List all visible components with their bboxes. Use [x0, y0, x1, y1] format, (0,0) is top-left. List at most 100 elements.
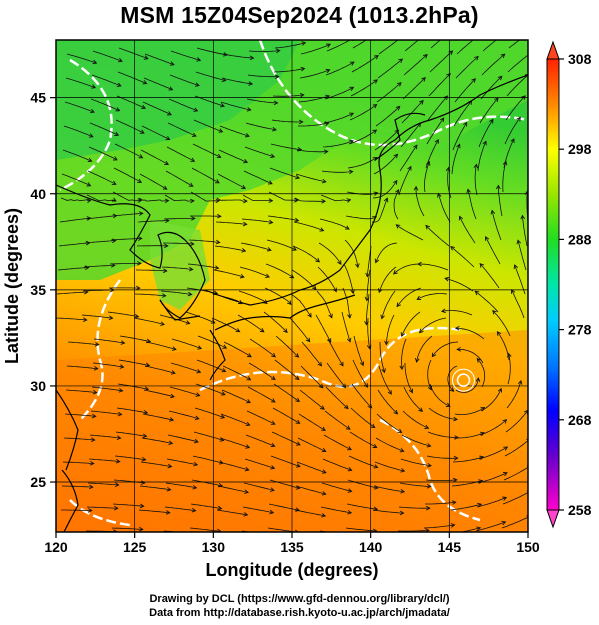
streamline-arrow [529, 312, 533, 316]
streamline [112, 503, 144, 507]
streamline [324, 410, 351, 430]
streamline-arrow [115, 458, 121, 464]
streamline [196, 47, 228, 56]
streamline-arrow [372, 443, 378, 448]
streamline [218, 149, 248, 163]
streamline [167, 434, 199, 443]
streamline [535, 335, 536, 366]
streamline-arrow [268, 198, 274, 203]
streamline [322, 140, 354, 148]
streamline [505, 95, 526, 121]
streamline [416, 335, 433, 362]
streamline [479, 263, 500, 289]
streamline-arrow [242, 221, 248, 227]
streamline-arrow [395, 105, 401, 111]
streamline [477, 141, 487, 172]
streamline-arrow [215, 179, 220, 184]
streamline-arrow [139, 526, 144, 532]
streamline-arrow [479, 455, 485, 461]
streamline-arrow [531, 168, 535, 172]
streamline [529, 168, 534, 198]
streamline [323, 434, 352, 450]
streamline-arrow [292, 246, 297, 251]
streamline [476, 358, 486, 388]
streamline [269, 167, 300, 179]
streamline-arrow [217, 505, 223, 511]
streamline [352, 359, 368, 388]
streamline [376, 82, 402, 103]
streamline-arrow [190, 157, 196, 162]
streamline-arrow [114, 482, 120, 488]
streamline [479, 419, 507, 436]
streamline [271, 431, 301, 446]
streamline-arrow [396, 82, 402, 87]
streamline [480, 76, 503, 100]
streamline [457, 348, 484, 364]
streamline-arrow [393, 409, 399, 415]
streamline-arrow [497, 387, 503, 393]
x-tick-label: 135 [280, 539, 304, 555]
streamline-arrow [137, 236, 143, 241]
streamline [242, 506, 274, 514]
streamline-arrow [502, 419, 508, 424]
streamline-arrow [392, 179, 398, 185]
streamline-arrow [113, 505, 119, 511]
streamline [248, 362, 276, 380]
streamline [319, 218, 350, 230]
streamline-arrow [243, 159, 249, 164]
streamline-arrow [497, 75, 503, 81]
streamline [454, 78, 476, 103]
streamline [275, 335, 299, 358]
streamline [299, 389, 325, 410]
streamline [86, 506, 118, 509]
streamline-arrow [492, 310, 497, 315]
y-axis-ticks: 25 30 35 40 45 [30, 90, 56, 490]
streamline-arrow [349, 61, 355, 66]
streamline-arrow [520, 214, 525, 220]
streamline-arrow [188, 182, 194, 187]
streamline-arrow [169, 417, 175, 422]
streamline [416, 293, 448, 300]
streamline [114, 143, 143, 159]
streamline [223, 341, 252, 358]
streamline [349, 104, 377, 121]
streamline [429, 50, 453, 73]
streamline [325, 61, 355, 76]
streamline [57, 267, 89, 271]
streamline-arrow [347, 313, 352, 319]
streamline-arrow [238, 299, 243, 305]
streamline-arrow [319, 227, 325, 232]
streamline [372, 509, 404, 514]
streamline-arrow [417, 261, 422, 267]
streamline [323, 112, 354, 124]
streamline-arrow [218, 128, 224, 133]
streamline [243, 170, 273, 185]
streamline-arrow [355, 263, 360, 269]
streamline-arrow [214, 265, 220, 270]
streamline [62, 485, 93, 488]
streamline-arrow [263, 299, 268, 304]
streamline-arrow [453, 455, 459, 461]
streamline-arrow [269, 487, 275, 492]
streamline-arrow [168, 440, 174, 446]
streamline [353, 335, 364, 366]
map-grid [55, 40, 529, 532]
streamline [376, 413, 402, 433]
streamline-arrow [324, 121, 330, 126]
streamline-arrow [170, 370, 176, 375]
streamline-arrow [448, 50, 454, 55]
streamline [141, 125, 170, 140]
streamline [115, 119, 145, 134]
streamline [248, 50, 280, 52]
streamline [347, 157, 377, 169]
streamline-arrow [94, 342, 100, 347]
streamline [375, 242, 398, 263]
streamline-arrow [439, 117, 445, 123]
streamline [188, 239, 220, 243]
streamline-arrow [169, 61, 175, 66]
x-tick-label: 120 [44, 539, 68, 555]
streamline-arrow [408, 388, 413, 394]
streamline [428, 407, 458, 420]
streamline-arrow [533, 335, 537, 339]
